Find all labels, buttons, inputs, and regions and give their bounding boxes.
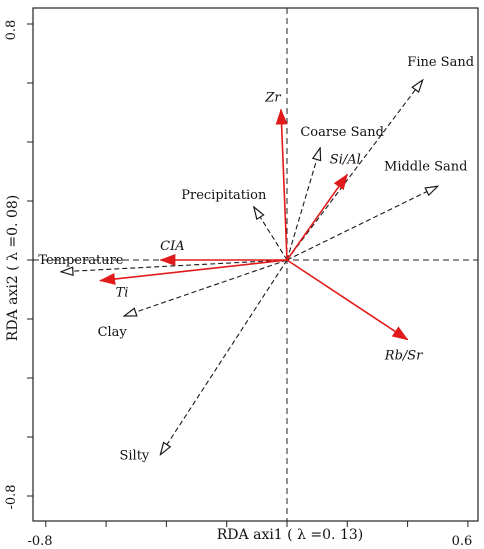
x-tick-label-min: -0.8	[27, 534, 52, 549]
geochemical-vectors: Zr Si/Al CIA Ti Rb/Sr	[99, 91, 423, 364]
y-axis-title: RDA axi2 ( λ =0. 08)	[5, 195, 21, 341]
x-axis-title: RDA axi1 ( λ =0. 13)	[217, 527, 363, 543]
x-tick-label-max: 0.6	[452, 534, 473, 549]
vector-clay	[124, 259, 288, 316]
label-rb-sr: Rb/Sr	[384, 349, 423, 364]
vector-precipitation	[254, 207, 288, 261]
label-si-al: Si/Al	[330, 152, 361, 167]
label-coarse-sand: Coarse Sand	[300, 125, 384, 140]
label-precipitation: Precipitation	[181, 188, 267, 203]
vector-silty	[160, 259, 288, 455]
vector-coarse-sand	[286, 148, 320, 261]
y-tick-label-max: 0.8	[4, 20, 19, 41]
axis-ticks	[27, 23, 469, 527]
label-temperature: Temperature	[38, 253, 123, 268]
label-fine-sand: Fine Sand	[407, 55, 474, 70]
vector-si-al	[286, 173, 348, 261]
vector-fine-sand	[286, 80, 423, 261]
label-ti: Ti	[116, 286, 129, 301]
label-silty: Silty	[119, 449, 149, 464]
y-tick-label-min: -0.8	[4, 484, 19, 509]
vector-zr	[275, 108, 288, 261]
vector-middle-sand	[286, 186, 438, 261]
label-middle-sand: Middle Sand	[384, 159, 467, 174]
label-clay: Clay	[98, 325, 128, 340]
vector-rb-sr	[286, 259, 409, 341]
label-cia: CIA	[160, 239, 184, 254]
plot-frame	[32, 7, 479, 522]
vector-ti	[99, 259, 288, 285]
environmental-vectors: Fine Sand Coarse Sand Middle Sand Precipita…	[38, 55, 474, 464]
label-zr: Zr	[264, 91, 281, 106]
